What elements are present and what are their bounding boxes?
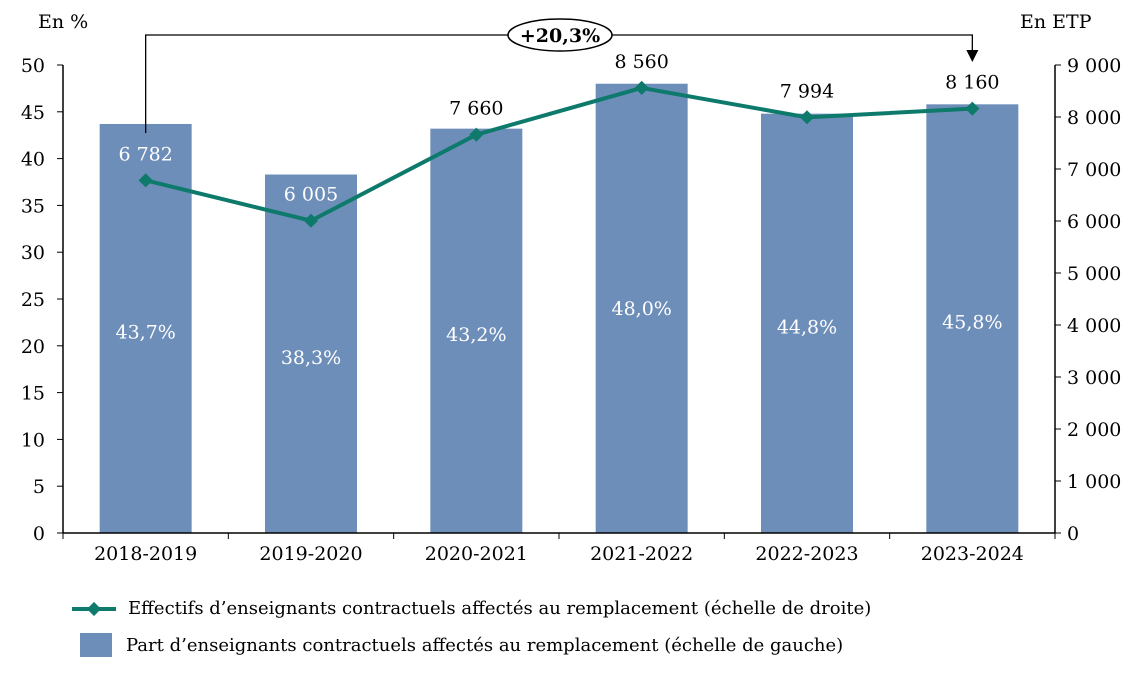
line-data-label: 6 005	[284, 184, 338, 206]
bar	[265, 174, 357, 533]
legend-label-bar: Part d’enseignants contractuels affectés…	[126, 634, 844, 656]
legend-label-line: Effectifs d’enseignants contractuels aff…	[128, 598, 872, 619]
line-point	[965, 101, 980, 116]
line-data-label: 8 160	[945, 72, 999, 94]
bar	[761, 113, 853, 533]
right-tick-label: 6 000	[1067, 211, 1121, 233]
left-tick-label: 0	[33, 523, 45, 545]
line-data-label: 6 782	[118, 143, 172, 165]
right-tick-label: 5 000	[1067, 263, 1121, 285]
legend-bar-swatch	[80, 633, 112, 657]
right-tick-label: 7 000	[1067, 159, 1121, 181]
bar-data-label: 48,0%	[611, 298, 671, 320]
x-tick-label: 2021-2022	[590, 543, 693, 565]
line-point	[303, 213, 319, 228]
annotation-ellipse	[507, 18, 613, 52]
line-point	[799, 110, 815, 125]
left-tick-label: 30	[21, 242, 45, 264]
line-point	[138, 173, 153, 188]
chart-svg: 43,7% 38,3% 43,2% 48,0% 44,8% 45,8% 0 5 10 15 20 25…	[21, 11, 1122, 565]
bar-data-label: 44,8%	[777, 316, 837, 338]
right-tick-label: 1 000	[1067, 471, 1121, 493]
arrow-down-icon	[966, 50, 979, 62]
left-axis-label: En %	[38, 11, 88, 33]
left-tick-label: 5	[33, 476, 45, 498]
x-tick-label: 2022-2023	[755, 543, 858, 565]
series-line	[145, 85, 973, 223]
right-tick-label: 8 000	[1067, 107, 1121, 129]
left-tick-label: 10	[21, 429, 45, 451]
x-tick-label: 2018-2019	[94, 543, 197, 565]
right-tick-label: 9 000	[1067, 55, 1121, 77]
right-tick-label: 0	[1067, 523, 1079, 545]
bar-data-label: 43,7%	[115, 321, 175, 343]
bar-data-label: 45,8%	[942, 312, 1002, 334]
left-tick-label: 40	[21, 149, 45, 171]
left-tick-label: 25	[21, 289, 45, 311]
bar-data-label: 38,3%	[281, 347, 341, 369]
line-data-label: 7 994	[780, 80, 834, 102]
right-axis-label: En ETP	[1020, 11, 1092, 33]
right-tick-label: 4 000	[1067, 315, 1121, 337]
left-tick-label: 15	[21, 383, 45, 405]
left-tick-label: 45	[21, 102, 45, 124]
left-tick-label: 20	[21, 336, 45, 358]
x-tick-label: 2023-2024	[921, 543, 1024, 565]
bar	[595, 83, 688, 533]
bar-data-label: 43,2%	[446, 324, 506, 346]
legend-line-swatch	[72, 601, 116, 616]
bar	[430, 128, 523, 533]
bar	[99, 123, 192, 533]
line-point	[634, 80, 649, 95]
bar	[926, 104, 1019, 533]
right-tick-label: 3 000	[1067, 367, 1121, 389]
annotation-label: +20,3%	[520, 25, 600, 47]
line-data-label: 7 660	[449, 98, 503, 120]
x-tick-label: 2019-2020	[259, 543, 362, 565]
x-tick-label: 2020-2021	[425, 543, 528, 565]
legend-item-bar: Part d’enseignants contractuels affectés…	[72, 633, 843, 657]
line-data-label: 8 560	[614, 51, 668, 73]
left-tick-label: 50	[21, 55, 45, 77]
left-tick-label: 35	[21, 195, 45, 217]
line-point	[469, 127, 484, 142]
right-tick-label: 2 000	[1067, 419, 1121, 441]
legend-item-line: Effectifs d’enseignants contractuels aff…	[72, 598, 871, 619]
